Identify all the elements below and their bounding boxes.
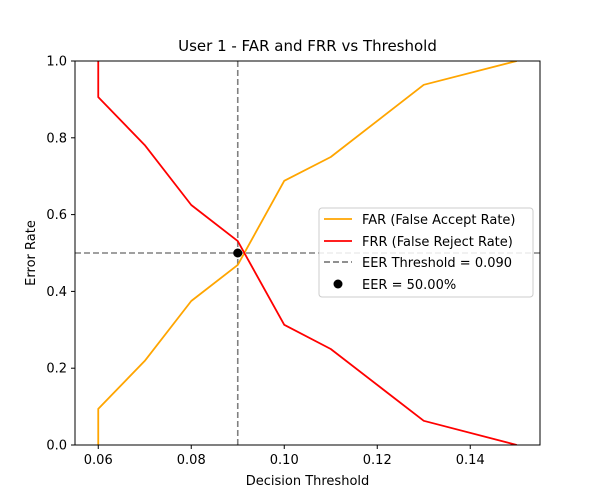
y-tick-label: 0.2 [46, 362, 67, 377]
x-tick-label: 0.06 [84, 453, 113, 468]
x-tick-label: 0.10 [270, 453, 299, 468]
legend-box [318, 207, 534, 298]
y-tick-label: 0.6 [46, 208, 67, 223]
y-tick-label: 0.0 [46, 439, 67, 454]
legend-frr-label: FRR (False Reject Rate) [362, 235, 513, 250]
y-tick-label: 1.0 [46, 55, 67, 70]
legend-eer-point-label: EER = 50.00% [362, 278, 456, 293]
series-line-far [97, 61, 517, 445]
axes-frame [74, 60, 541, 446]
axis-ticks: 0.06 0.08 0.10 0.12 0.14 0.0 0.2 0.4 0.6 0.8 1.0 [46, 55, 484, 469]
y-axis-title: Error Rate [24, 220, 39, 286]
y-tick-label: 0.4 [46, 285, 67, 300]
x-tick-label: 0.08 [177, 453, 206, 468]
x-axis-title: Decision Threshold [246, 474, 370, 489]
legend-far-label: FAR (False Accept Rate) [362, 213, 516, 228]
series-line-frr [97, 61, 517, 445]
y-tick-label: 0.8 [46, 131, 67, 146]
x-tick-label: 0.14 [456, 453, 485, 468]
x-tick-label: 0.12 [363, 453, 392, 468]
chart-title: User 1 - FAR and FRR vs Threshold [178, 37, 437, 55]
legend-eer-point-swatch [333, 279, 343, 289]
legend: FAR (False Accept Rate) FRR (False Rejec… [318, 207, 534, 298]
legend-eer-threshold-label: EER Threshold = 0.090 [362, 256, 512, 271]
eer-point [233, 248, 243, 258]
